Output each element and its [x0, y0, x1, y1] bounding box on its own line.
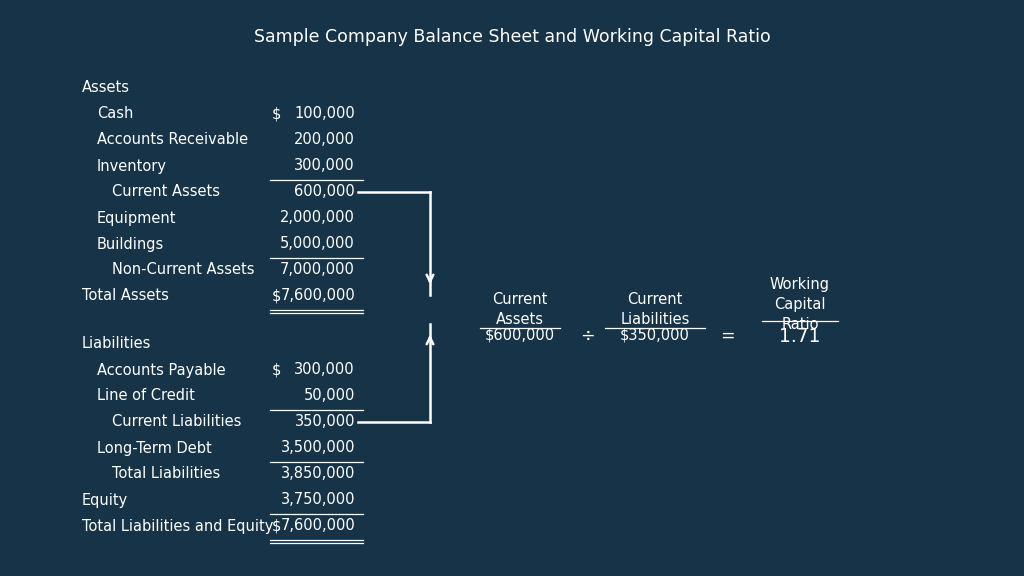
Text: 50,000: 50,000 [304, 388, 355, 404]
Text: Long-Term Debt: Long-Term Debt [97, 441, 212, 456]
Text: $: $ [272, 107, 282, 122]
Text: 7,600,000: 7,600,000 [281, 289, 355, 304]
Text: 100,000: 100,000 [294, 107, 355, 122]
Text: Sample Company Balance Sheet and Working Capital Ratio: Sample Company Balance Sheet and Working… [254, 28, 770, 46]
Text: Current
Assets: Current Assets [493, 292, 548, 327]
Text: $: $ [272, 289, 282, 304]
Text: 300,000: 300,000 [294, 158, 355, 173]
Text: Inventory: Inventory [97, 158, 167, 173]
Text: Equipment: Equipment [97, 210, 176, 225]
Text: $350,000: $350,000 [621, 327, 690, 342]
Text: Current
Liabilities: Current Liabilities [621, 292, 690, 327]
Text: Current Assets: Current Assets [112, 184, 220, 199]
Text: Current Liabilities: Current Liabilities [112, 415, 242, 430]
Text: 7,600,000: 7,600,000 [281, 518, 355, 533]
Text: ÷: ÷ [581, 327, 595, 345]
Text: Total Liabilities and Equity: Total Liabilities and Equity [82, 518, 273, 533]
Text: 200,000: 200,000 [294, 132, 355, 147]
Text: 300,000: 300,000 [294, 362, 355, 377]
Text: Cash: Cash [97, 107, 133, 122]
Text: Working
Capital
Ratio: Working Capital Ratio [770, 277, 830, 332]
Text: 3,750,000: 3,750,000 [281, 492, 355, 507]
Text: 7,000,000: 7,000,000 [281, 263, 355, 278]
Text: 350,000: 350,000 [295, 415, 355, 430]
Text: 5,000,000: 5,000,000 [281, 237, 355, 252]
Text: Equity: Equity [82, 492, 128, 507]
Text: Total Liabilities: Total Liabilities [112, 467, 220, 482]
Text: $: $ [272, 362, 282, 377]
Text: Accounts Receivable: Accounts Receivable [97, 132, 248, 147]
Text: 1.71: 1.71 [779, 327, 821, 346]
Text: Total Assets: Total Assets [82, 289, 169, 304]
Text: Assets: Assets [82, 81, 130, 96]
Text: $600,000: $600,000 [485, 327, 555, 342]
Text: 600,000: 600,000 [294, 184, 355, 199]
Text: Non-Current Assets: Non-Current Assets [112, 263, 255, 278]
Text: Accounts Payable: Accounts Payable [97, 362, 225, 377]
Text: 3,500,000: 3,500,000 [281, 441, 355, 456]
Text: $: $ [272, 518, 282, 533]
Text: 2,000,000: 2,000,000 [281, 210, 355, 225]
Text: Liabilities: Liabilities [82, 336, 152, 351]
Text: =: = [720, 327, 735, 345]
Text: Line of Credit: Line of Credit [97, 388, 195, 404]
Text: Buildings: Buildings [97, 237, 164, 252]
Text: 3,850,000: 3,850,000 [281, 467, 355, 482]
